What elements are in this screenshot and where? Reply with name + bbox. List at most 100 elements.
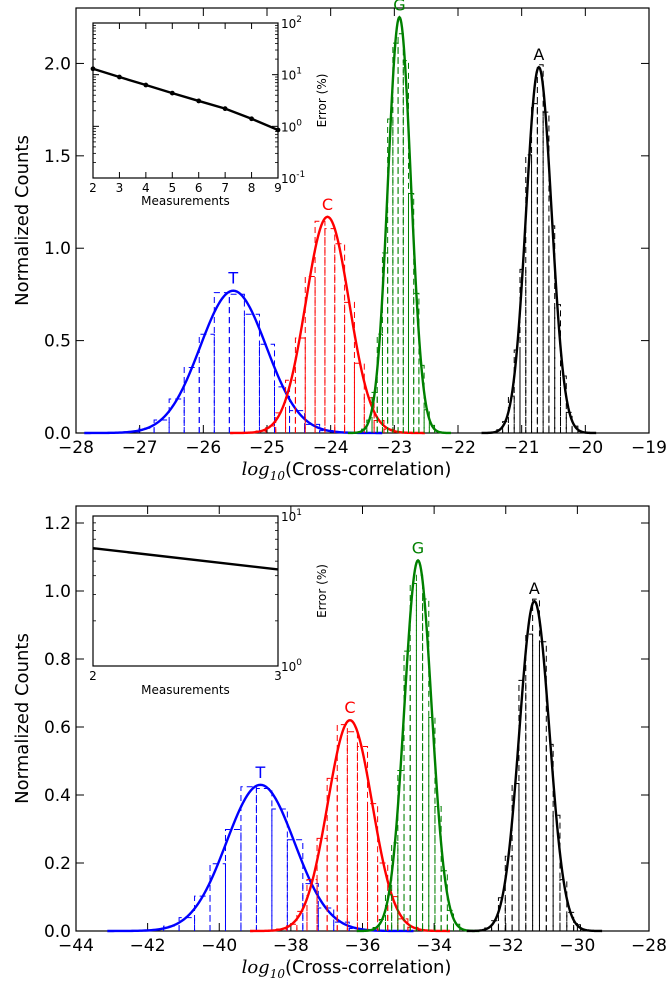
histogram-bar-G — [392, 42, 399, 433]
histogram-bar-A — [507, 395, 515, 433]
histogram-bar-C — [275, 412, 287, 433]
inset-x-tick-label: 7 — [221, 181, 229, 195]
histogram-bar-T — [317, 907, 335, 931]
x-tick-label: −36 — [345, 936, 381, 956]
peak-label-A: A — [533, 45, 544, 64]
inset-error-point — [117, 74, 122, 80]
fit-curve-C — [250, 718, 450, 933]
histogram-bar-C — [306, 879, 318, 931]
y-tick-label: 0.8 — [44, 650, 71, 670]
inset-x-axis-label: Measurements — [141, 683, 230, 697]
y-tick-label: 1.5 — [44, 147, 71, 167]
inset-y-tick-label: 101 — [281, 67, 302, 83]
histogram-bar-T — [271, 808, 288, 931]
histogram-bar-G — [415, 574, 424, 931]
peak-label-A: A — [529, 579, 540, 598]
fit-curve-A — [481, 65, 597, 435]
inset-y-tick-base: 10 — [281, 120, 296, 134]
inset-x-tick-label: 9 — [274, 181, 282, 195]
histogram-bar-T — [224, 828, 242, 931]
inset-y-tick-label: 101 — [281, 508, 302, 524]
x-tick-label: −21 — [504, 438, 540, 458]
inset-error-point — [249, 116, 254, 122]
histogram-bar-T — [286, 839, 304, 931]
inset-y-tick-exp: 1 — [296, 67, 302, 77]
histogram-bar-C — [346, 731, 358, 931]
inset-error-point — [143, 82, 149, 88]
x-tick-label: −40 — [201, 936, 237, 956]
x-axis-label-math: log — [242, 459, 270, 480]
histogram-bar-T — [213, 292, 230, 433]
histogram-bar-T — [194, 895, 211, 931]
y-tick-label: 0.0 — [44, 424, 71, 444]
histogram-bar-T — [153, 419, 170, 433]
x-tick-label: −26 — [185, 438, 221, 458]
y-tick-label: 0.5 — [44, 332, 71, 352]
x-tick-label: −27 — [122, 438, 158, 458]
inset-y-tick-exp: 0 — [296, 658, 302, 668]
histogram-bar-T — [198, 333, 215, 433]
inset-y-tick-label: 100 — [281, 658, 302, 674]
fit-curve-A — [466, 599, 603, 933]
inset-error-point — [275, 127, 281, 133]
panel-bottom: −44 −42 −40 −38 −36 −34 −32 −30 −28 0.0 0.2 0.4 0.6 0… — [12, 505, 667, 981]
histogram-bar-C — [296, 910, 308, 931]
histogram-bar-T — [168, 398, 185, 433]
inset-y-axis-label: Error (%) — [315, 74, 329, 128]
histogram-bar-A — [573, 924, 581, 931]
histogram-bar-A — [531, 103, 538, 433]
fit-curve-T — [107, 783, 414, 933]
x-axis-label-text: (Cross-correlation) — [285, 957, 451, 978]
inset-x-tick-label: 2 — [89, 181, 97, 195]
histogram-bar-C — [387, 896, 399, 931]
histogram-bar-A — [532, 598, 540, 931]
histogram-bar-C — [336, 724, 348, 931]
y-tick-label: 1.2 — [44, 514, 71, 534]
histogram-bar-T — [319, 430, 336, 433]
peak-label-T: T — [227, 269, 238, 288]
histogram-bar-C — [314, 220, 326, 433]
fit-curve-T — [84, 289, 383, 435]
x-axis-label: log10(Cross-correlation) — [242, 957, 452, 980]
inset-y-tick-exp: 2 — [296, 15, 302, 25]
fit-curve-G — [347, 15, 451, 435]
x-axis-label: log10(Cross-correlation) — [242, 459, 452, 483]
histogram-bar-T — [258, 343, 275, 433]
histogram-bar-C — [356, 745, 369, 931]
x-axis-label-sub: 10 — [270, 469, 286, 483]
histogram-bar-T — [304, 423, 321, 433]
x-tick-label: −22 — [440, 438, 476, 458]
x-axis-label-sub: 10 — [270, 967, 286, 980]
histogram-bar-A — [548, 225, 556, 433]
histogram-bar-T — [240, 786, 257, 931]
x-tick-label: −25 — [249, 438, 285, 458]
y-tick-label: 1.0 — [44, 582, 71, 602]
histogram-bar-A — [571, 425, 579, 433]
y-tick-label: 0.6 — [44, 718, 71, 738]
y-axis-label: Normalized Counts — [12, 633, 33, 804]
y-tick-label: 0.4 — [44, 786, 71, 806]
inset-x-tick-label: 3 — [274, 669, 282, 683]
histogram-bar-T — [178, 917, 196, 931]
x-tick-label: −32 — [488, 936, 524, 956]
peak-label-G: G — [412, 538, 424, 557]
x-tick-label: −24 — [313, 438, 349, 458]
histogram-bar-A — [560, 375, 567, 433]
x-tick-label: −34 — [416, 936, 452, 956]
inset-y-tick-base: 10 — [281, 660, 296, 674]
x-tick-label: −42 — [130, 936, 166, 956]
inset-frame — [92, 515, 279, 667]
histogram-bar-G — [397, 33, 404, 433]
inset-x-tick-label: 4 — [142, 181, 150, 195]
histogram-bar-A — [536, 64, 544, 433]
inset-error-point — [169, 90, 175, 96]
fit-curve-G — [356, 558, 480, 933]
peak-label-C: C — [344, 698, 355, 717]
inset-x-tick-label: 8 — [248, 181, 256, 195]
y-tick-label: 0.2 — [44, 854, 71, 874]
inset-y-tick-base: 10 — [281, 510, 296, 524]
x-tick-label: −20 — [567, 438, 603, 458]
y-tick-label: 0.0 — [44, 922, 71, 942]
